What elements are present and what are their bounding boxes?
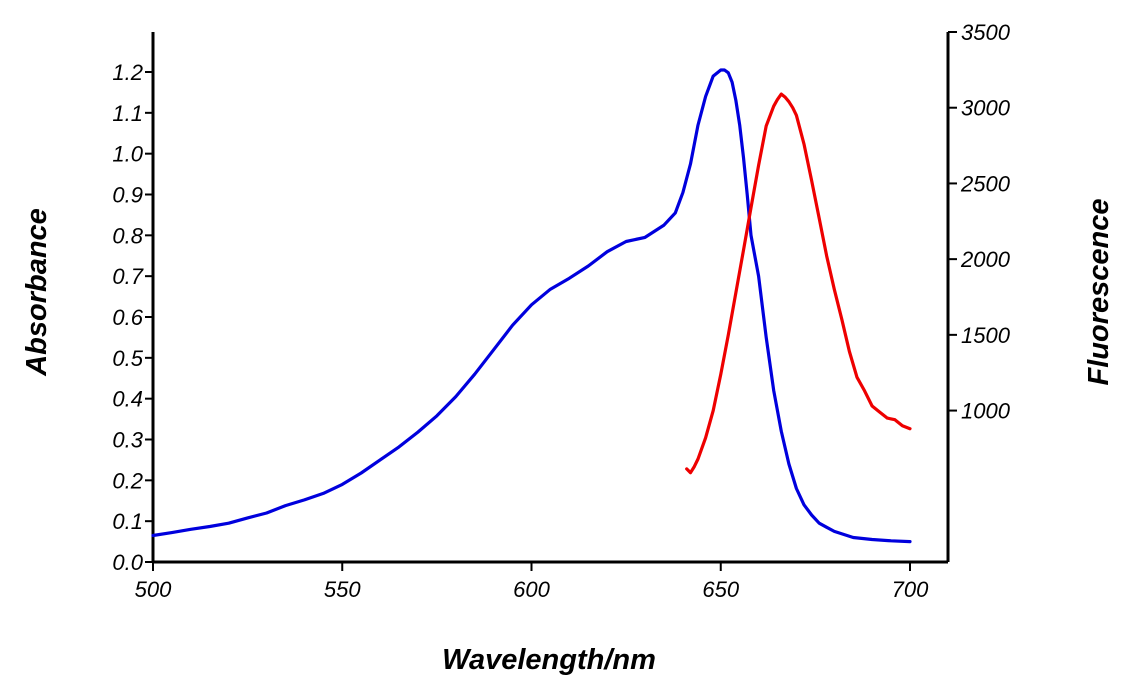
y-tick-label: 0.5 xyxy=(112,346,143,371)
y2-tick-label: 1500 xyxy=(961,323,1011,348)
x-tick-label: 700 xyxy=(892,577,929,602)
y-tick-label: 0.0 xyxy=(112,550,143,575)
y-tick-label: 1.2 xyxy=(112,60,143,85)
y2-tick-label: 3000 xyxy=(961,96,1011,121)
y-tick-label: 0.2 xyxy=(112,468,143,493)
ticks: 500 550 600 650 700 0.0 0.1 0.2 0.3 0.4 0.5 0.6 0.7 0… xyxy=(112,20,1010,602)
y-tick-label: 0.4 xyxy=(112,387,143,412)
axes xyxy=(151,32,950,564)
y2-tick-label: 2000 xyxy=(960,247,1011,272)
y-tick-label: 0.9 xyxy=(112,183,143,208)
y-tick-label: 1.0 xyxy=(112,142,143,167)
x-tick-label: 550 xyxy=(324,577,361,602)
y-tick-label: 0.8 xyxy=(112,223,143,248)
y2-tick-label: 3500 xyxy=(961,20,1011,45)
y-axis-title: Absorbance xyxy=(21,208,53,377)
x-tick-label: 500 xyxy=(135,577,172,602)
y-tick-label: 0.7 xyxy=(112,264,143,289)
series-group xyxy=(151,68,912,544)
x-tick-label: 600 xyxy=(513,577,550,602)
y2-axis-title: Fluorescence xyxy=(1083,199,1115,386)
y-tick-label: 0.6 xyxy=(112,305,143,330)
y-tick-label: 0.3 xyxy=(112,428,143,453)
x-axis-title: Wavelength/nm xyxy=(442,644,656,676)
y2-tick-label: 1000 xyxy=(961,399,1011,424)
y-tick-label: 0.1 xyxy=(112,509,143,534)
absorbance-line xyxy=(151,68,912,544)
fluorescence-line xyxy=(685,92,912,475)
y2-tick-label: 2500 xyxy=(960,171,1011,196)
x-tick-label: 650 xyxy=(702,577,739,602)
y-tick-label: 1.1 xyxy=(112,101,143,126)
